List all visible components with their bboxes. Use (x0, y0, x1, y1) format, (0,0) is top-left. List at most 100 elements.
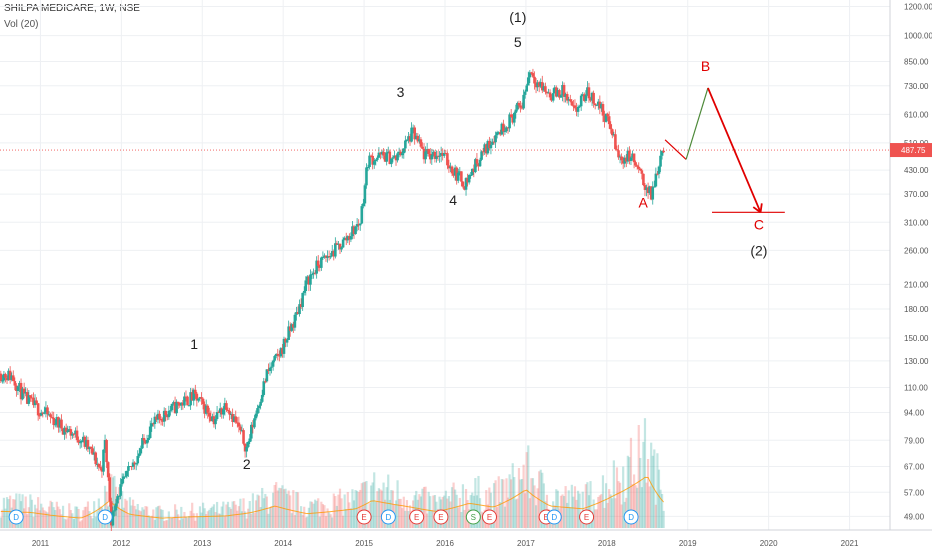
candle-body (0, 373, 3, 381)
candle-body (245, 446, 248, 452)
candle-body (108, 477, 112, 502)
candle-body (44, 407, 48, 413)
current-price-tag[interactable] (890, 143, 932, 158)
volume-bar (581, 491, 584, 528)
volume-bar (576, 490, 580, 528)
candle-body (133, 462, 136, 465)
volume-bar (458, 497, 461, 528)
event-marker[interactable] (579, 509, 595, 525)
volume-bar (175, 509, 178, 528)
candle-body (94, 452, 98, 465)
candle-body (267, 369, 270, 371)
candle-body (618, 156, 622, 158)
candle-body (377, 152, 381, 158)
volume-bar (133, 505, 136, 528)
candle-body (447, 165, 451, 169)
volume-bar (131, 499, 135, 528)
volume-bar (88, 511, 91, 528)
candle-body (656, 173, 659, 175)
candle-body (561, 85, 564, 96)
volume-bar (71, 513, 74, 528)
volume-bar (394, 500, 398, 528)
candle-body (534, 83, 538, 88)
event-marker[interactable] (409, 509, 425, 525)
candle-body (301, 292, 304, 308)
volume-bar (240, 511, 244, 528)
candle-body (259, 401, 262, 406)
candle-body (657, 166, 661, 174)
volume-bar (201, 502, 205, 528)
candle-body (1, 380, 4, 382)
volume-bar (371, 482, 374, 528)
event-marker[interactable] (8, 509, 24, 525)
event-marker[interactable] (623, 509, 639, 525)
candle-body (125, 470, 129, 477)
volume-bar (608, 489, 611, 528)
volume-bar (426, 513, 429, 528)
event-marker[interactable] (356, 509, 372, 525)
price-tick-label: 57.00 (904, 488, 925, 497)
candle-body (271, 360, 275, 367)
volume-bar (626, 455, 629, 528)
candle-body (172, 402, 175, 404)
candle-body (446, 153, 449, 166)
candle-body (226, 409, 230, 411)
candle-body (660, 150, 664, 156)
event-marker[interactable] (380, 509, 396, 525)
candle-body (635, 165, 639, 167)
price-tick-label: 150.00 (904, 334, 929, 343)
candle-body (450, 166, 454, 174)
candle-body (466, 178, 469, 183)
candle-body (455, 167, 459, 181)
candle-body (85, 439, 88, 447)
event-marker[interactable] (433, 509, 449, 525)
volume-bar (164, 520, 167, 528)
candle-body (184, 396, 188, 398)
volume-bar (117, 487, 121, 528)
event-marker[interactable] (97, 509, 113, 525)
volume-bar (93, 501, 96, 528)
volume-bar (615, 467, 619, 528)
volume-bar (293, 515, 296, 528)
candle-body (565, 93, 569, 101)
candle-body (139, 448, 143, 454)
candle-body (66, 430, 70, 433)
candle-body (114, 503, 118, 511)
candle-body (69, 429, 73, 436)
volume-bar (405, 500, 409, 528)
candle-body (2, 373, 6, 381)
volume-bar (338, 488, 342, 528)
volume-bar (457, 507, 460, 528)
candle-body (606, 113, 609, 117)
volume-bar (592, 499, 595, 528)
candle-body (299, 304, 303, 308)
volume-bar (223, 516, 226, 528)
candle-body (628, 150, 631, 161)
volume-bar (329, 514, 332, 528)
candle-body (500, 123, 504, 135)
candle-body (99, 467, 102, 469)
candle-body (410, 127, 413, 142)
candle-body (57, 417, 60, 428)
candle-body (181, 402, 185, 406)
event-marker[interactable] (546, 509, 562, 525)
volume-bar (519, 479, 522, 528)
candle-body (279, 348, 283, 357)
candle-body (646, 187, 650, 194)
candle-body (492, 141, 496, 143)
candle-body (117, 495, 121, 497)
candle-body (596, 101, 600, 105)
candle-body (162, 410, 166, 422)
volume-bar (399, 498, 402, 528)
event-marker[interactable] (482, 509, 497, 525)
candle-body (358, 223, 362, 226)
volume-bar (505, 478, 508, 528)
candle-body (620, 156, 623, 161)
candle-body (592, 92, 595, 104)
event-marker[interactable] (465, 509, 481, 525)
candle-body (10, 375, 14, 380)
volume-bar (215, 501, 219, 528)
price-tick-label: 430.00 (904, 166, 929, 175)
volume-bar (562, 496, 566, 528)
